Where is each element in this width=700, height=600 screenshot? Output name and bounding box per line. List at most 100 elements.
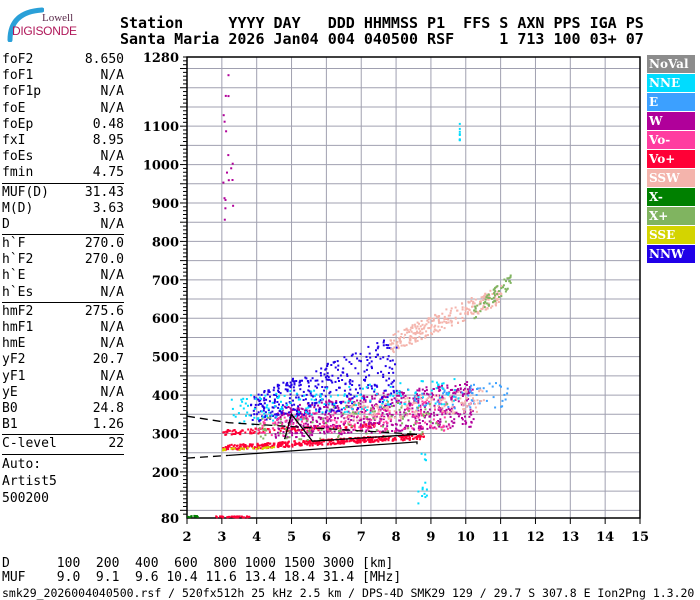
echo-point [381,414,384,417]
echo-point [454,385,457,388]
echo-point [255,413,258,416]
echo-point [508,280,511,283]
echo-point [272,419,275,422]
echo-point [450,410,453,413]
echo-point [393,346,396,349]
echo-point [326,365,329,367]
echo-point [265,406,268,409]
echo-point [391,401,394,404]
echo-point [316,444,319,446]
echo-point [377,345,380,348]
echo-point [326,386,329,389]
echo-point [263,402,266,405]
echo-point [462,389,465,391]
echo-point [405,424,408,427]
echo-point [292,399,294,402]
echo-point [278,432,281,435]
echo-point [352,418,355,421]
echo-point [295,392,298,395]
echo-point [344,401,347,404]
echo-point [359,399,362,402]
echo-point [401,391,403,394]
echo-point [373,410,376,413]
echo-point [380,425,383,428]
echo-point [277,413,280,416]
profile-trace-line [283,412,418,442]
echo-point [369,421,372,424]
echo-point [363,396,366,399]
echo-point [363,411,366,414]
echo-point [257,398,260,401]
echo-point [321,411,324,414]
echo-point [339,425,341,427]
echo-point [334,425,337,428]
echo-point [458,122,461,125]
echo-point [350,419,353,421]
echo-point [321,412,324,415]
echo-point [495,301,498,304]
echo-point [298,441,301,444]
echo-point [394,363,396,366]
echo-point [408,436,411,439]
echo-point [387,407,390,410]
y-tick-label: 600 [152,312,179,327]
echo-point [359,423,362,426]
echo-point [400,394,403,397]
echo-point [468,309,471,312]
echo-point [407,404,409,407]
echo-point [318,401,321,404]
echo-point [474,305,477,308]
param-value: 4.75 [92,165,124,181]
echo-point [391,424,394,427]
x-tick-label: 4 [252,530,261,545]
echo-point [393,397,396,400]
echo-point [346,440,349,443]
echo-point [257,432,260,435]
echo-point [374,384,376,387]
echo-point [355,395,358,398]
echo-point [313,427,316,429]
echo-point [423,492,426,495]
echo-point [417,413,419,416]
echo-point [330,364,333,366]
echo-point [429,317,432,320]
echo-point [387,372,390,374]
echo-point [250,394,252,397]
echo-point [387,393,390,396]
echo-point [230,443,233,446]
echo-point [325,426,328,429]
param-value: 3.63 [92,200,124,216]
echo-point [297,413,300,416]
echo-point [260,403,262,405]
echo-point [331,381,334,384]
echo-point [371,407,374,410]
echo-point [373,418,376,421]
echo-point [243,448,245,451]
echo-point [493,296,496,299]
echo-point [447,318,450,321]
echo-point [409,430,412,433]
echo-point [432,411,435,414]
x-tick-label: 12 [526,530,544,545]
param-value: N/A [100,100,124,116]
echo-point [287,427,290,430]
echo-point [472,301,475,304]
echo-point [358,426,361,429]
echo-point [408,437,411,440]
echo-point [479,310,482,313]
param-value: N/A [100,320,124,335]
echo-point [312,412,315,415]
echo-point [342,440,345,443]
echo-point [450,307,453,310]
echo-point [241,443,244,446]
echo-point [427,402,429,405]
legend-item-vo-: Vo+ [647,150,695,168]
echo-point [300,418,303,421]
echo-point [412,337,415,339]
echo-point [451,409,454,412]
echo-point [342,429,344,432]
echo-point [320,367,323,370]
echo-point [264,443,267,445]
echo-point [245,398,248,400]
echo-point [343,389,346,392]
